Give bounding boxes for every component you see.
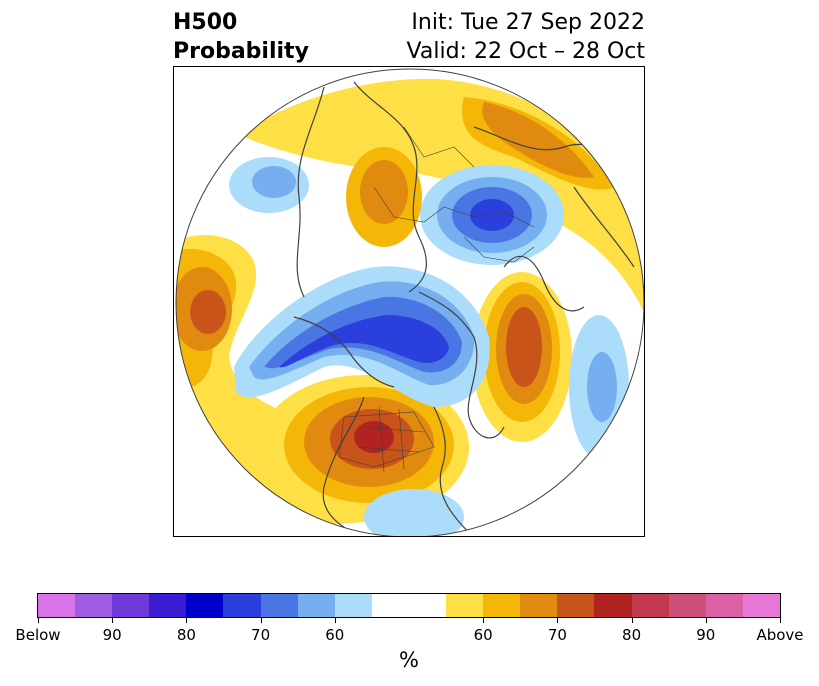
colorbar-tick-label: Below xyxy=(15,626,61,644)
colorbar-tick-mark xyxy=(780,618,781,623)
colorbar-tick-mark xyxy=(705,618,707,623)
coastlines xyxy=(293,81,635,536)
colorbar-tick-mark xyxy=(483,618,485,623)
anomaly-below-pacific xyxy=(229,157,309,213)
title-line-2: Probability xyxy=(173,39,309,64)
colorbar-above-segment xyxy=(742,594,780,617)
colorbar-above-segment xyxy=(668,594,706,617)
colorbar-below-segment xyxy=(186,594,224,617)
colorbar-tick-mark xyxy=(112,618,114,623)
colorbar-above-segment xyxy=(446,594,484,617)
colorbar-tick-label: 70 xyxy=(251,626,271,644)
colorbar-tick-mark xyxy=(186,618,188,623)
colorbar-below-segment xyxy=(260,594,298,617)
colorbar-tick-label: 80 xyxy=(176,626,196,644)
colorbar-above-segment xyxy=(705,594,743,617)
colorbar-tick-mark xyxy=(557,618,559,623)
anomaly-above-north xyxy=(244,78,644,317)
colorbar-tick-label: 80 xyxy=(622,626,642,644)
probability-map xyxy=(175,68,644,536)
map-title: H500 Probability xyxy=(173,8,309,66)
colorbar-tick-mark xyxy=(631,618,633,623)
map-panel xyxy=(173,66,645,537)
colorbar-tick-mark xyxy=(334,618,336,623)
colorbar-above-segment xyxy=(557,594,595,617)
anomaly-below-east xyxy=(569,315,629,459)
colorbar-tick-label: 70 xyxy=(547,626,567,644)
colorbar-neutral-segment xyxy=(371,594,447,617)
colorbar-below-segment xyxy=(297,594,335,617)
colorbar-below-segment xyxy=(38,594,76,617)
colorbar-below-segment xyxy=(112,594,150,617)
colorbar-below-segment xyxy=(75,594,113,617)
colorbar-tick-label: Above xyxy=(756,626,804,644)
colorbar-above-segment xyxy=(594,594,632,617)
forecast-dates: Init: Tue 27 Sep 2022 Valid: 22 Oct – 28… xyxy=(407,8,645,66)
colorbar-above-segment xyxy=(483,594,521,617)
colorbar-below-segment xyxy=(223,594,261,617)
anomaly-above-atlantic xyxy=(472,272,572,442)
colorbar-tick-label: 60 xyxy=(325,626,345,644)
colorbar-tick-mark xyxy=(38,618,39,623)
title-line-1: H500 xyxy=(173,10,238,35)
colorbar-above-segment xyxy=(631,594,669,617)
anomaly-above-namerica xyxy=(259,375,469,519)
colorbar xyxy=(37,593,781,618)
init-date: Init: Tue 27 Sep 2022 xyxy=(411,10,645,35)
colorbar-tick-label: 90 xyxy=(696,626,716,644)
colorbar-below-segment xyxy=(149,594,187,617)
anomaly-below-pole xyxy=(234,266,490,407)
colorbar-tick-label: 60 xyxy=(473,626,493,644)
colorbar-below-segment xyxy=(334,594,372,617)
colorbar-tick-mark xyxy=(260,618,262,623)
valid-date: Valid: 22 Oct – 28 Oct xyxy=(406,39,645,64)
anomaly-below-south xyxy=(364,489,464,536)
colorbar-unit: % xyxy=(399,648,419,672)
colorbar-tick-label: 90 xyxy=(102,626,122,644)
anomaly-below-eurasia xyxy=(420,165,564,265)
colorbar-above-segment xyxy=(520,594,558,617)
